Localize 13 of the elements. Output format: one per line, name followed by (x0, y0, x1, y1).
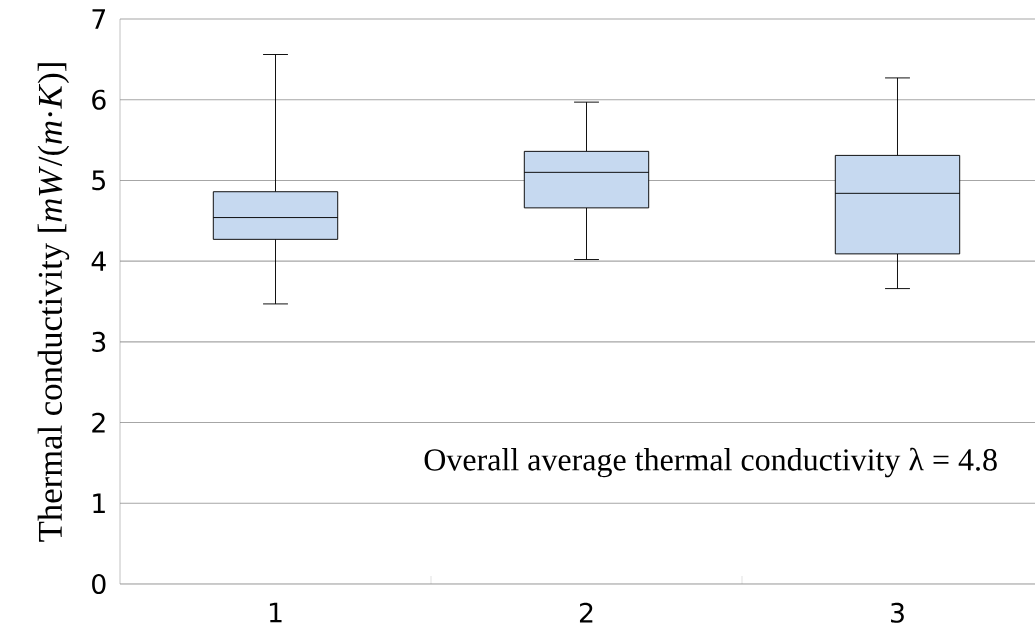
y-tick-label: 6 (92, 89, 106, 110)
x-tick-label: 1 (269, 602, 282, 623)
y-axis-title: Thermal conductivity [mW/(m·K)] (37, 63, 70, 542)
y-tick-label: 7 (92, 9, 106, 29)
y-tick-label: 4 (91, 251, 106, 271)
y-tick-label: 3 (92, 331, 106, 352)
x-tick-label: 3 (891, 602, 904, 623)
y-tick-label: 1 (93, 493, 105, 513)
annotation: Overall average thermal conductivity λ = 4.8 (424, 447, 997, 478)
x-tick-label: 2 (579, 602, 593, 623)
y-tick-label: 2 (92, 412, 105, 433)
y-tick-label: 0 (92, 573, 106, 595)
y-tick-label: 5 (92, 170, 105, 191)
